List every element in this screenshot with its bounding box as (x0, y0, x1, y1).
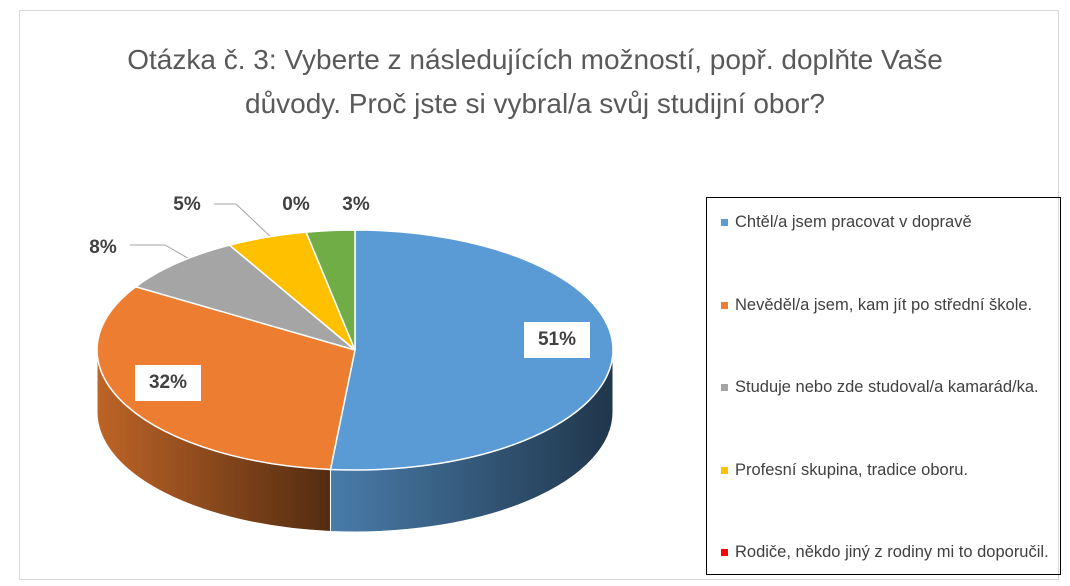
legend-swatch (721, 466, 728, 474)
legend-entry: Profesní skupina, tradice oboru. (721, 456, 1052, 484)
pie-slice (329, 229, 614, 471)
data-label-box (524, 322, 590, 358)
data-label: 5% (173, 194, 201, 215)
legend-entry: Nevěděl/a jsem, kam jít po střední škole… (721, 291, 1052, 319)
legend-swatch (721, 384, 728, 391)
legend-swatch (721, 219, 728, 226)
legend-label: Chtěl/a jsem pracovat v dopravě (735, 213, 972, 231)
legend-swatch (721, 301, 728, 309)
pie-slice (96, 285, 356, 471)
legend-label: Profesní skupina, tradice oboru. (735, 460, 968, 479)
legend-entry: Studuje nebo zde studoval/a kamarád/ka. (721, 373, 1052, 401)
legend-label: Studuje nebo zde studoval/a kamarád/ka. (735, 378, 1039, 396)
legend: Chtěl/a jsem pracovat v dopravě Nevěděl/a… (706, 197, 1061, 575)
data-label: 8% (89, 237, 117, 258)
data-label-box (135, 365, 201, 401)
chart-title: Otázka č. 3: Vyberte z následujících mož… (127, 44, 943, 119)
data-label: 32% (149, 372, 187, 393)
chart-frame (19, 10, 1059, 580)
pie-slice (134, 244, 356, 351)
legend-entry: Rodiče, někdo jiný z rodiny mi to doporu… (721, 538, 1052, 566)
pie-slice (305, 229, 356, 351)
data-label: 3% (342, 194, 370, 215)
leader-line (214, 203, 273, 239)
legend-entry: Chtěl/a jsem pracovat v dopravě (721, 208, 1052, 236)
legend-label: Nevěděl/a jsem, kam jít po střední škole… (735, 295, 1033, 314)
legend-label: Rodiče, někdo jiný z rodiny mi to doporu… (735, 543, 1049, 561)
data-label: 0% (282, 194, 310, 215)
legend-swatch (721, 549, 728, 556)
data-label: 51% (538, 329, 576, 350)
